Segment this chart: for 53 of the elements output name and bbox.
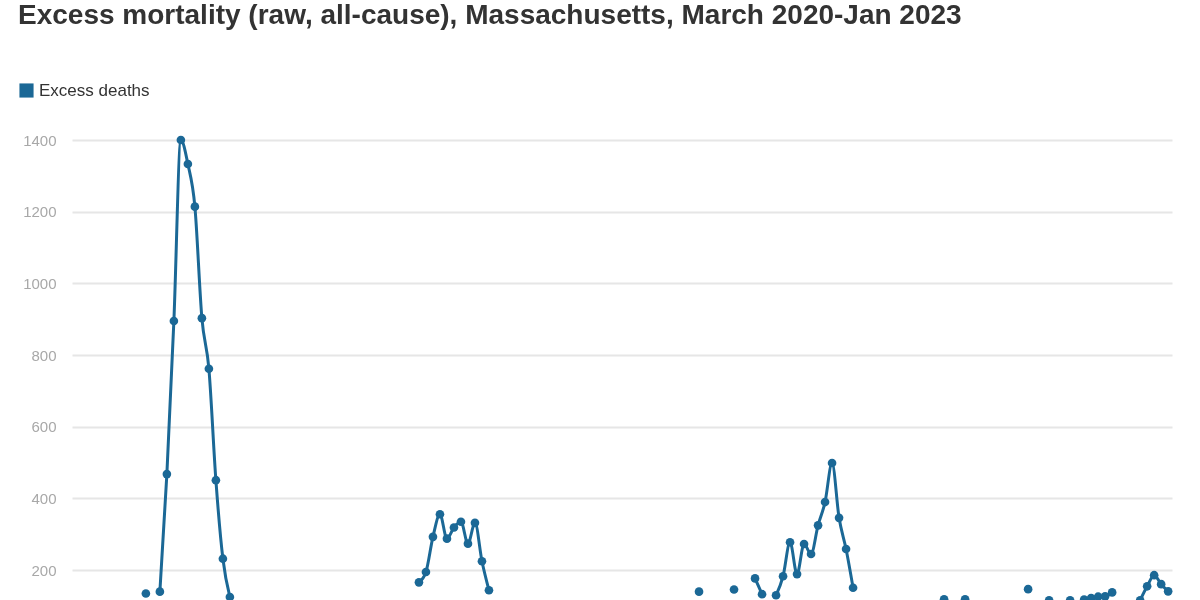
chart-title: Excess mortality (raw, all-cause), Massachusetts, March 2020-Jan 2023 — [18, 0, 962, 30]
point — [848, 583, 858, 593]
y-tick-label: 1400 — [23, 131, 57, 149]
point — [729, 585, 739, 594]
point — [456, 517, 466, 527]
point — [1156, 579, 1166, 589]
point — [183, 159, 193, 169]
point — [421, 567, 431, 577]
y-tick-label: 600 — [31, 418, 57, 436]
point — [162, 469, 172, 479]
point — [1163, 587, 1173, 596]
point — [694, 587, 704, 596]
point — [1149, 570, 1159, 580]
y-tick-label: 400 — [31, 489, 57, 507]
point — [197, 313, 207, 323]
point — [1107, 588, 1117, 597]
point — [785, 537, 795, 547]
point — [190, 202, 200, 211]
point — [211, 475, 221, 485]
point — [750, 574, 760, 583]
point — [470, 518, 480, 528]
point — [225, 592, 235, 600]
point — [1023, 584, 1033, 594]
point — [813, 521, 823, 530]
point — [757, 589, 767, 599]
point — [778, 571, 788, 581]
point — [792, 569, 802, 579]
point — [141, 589, 151, 598]
y-tick-label: 800 — [31, 346, 57, 364]
legend-label: Excess deaths — [39, 80, 150, 100]
y-tick-label: 1000 — [23, 274, 57, 292]
point — [1100, 592, 1110, 600]
point — [806, 549, 816, 559]
point — [477, 556, 487, 566]
point — [176, 135, 186, 145]
point — [169, 316, 179, 326]
point — [771, 590, 781, 600]
point — [820, 497, 830, 507]
point — [834, 513, 844, 523]
point — [428, 532, 438, 542]
y-tick-label: 200 — [31, 561, 57, 579]
point — [841, 544, 851, 554]
y-tick-label: 1200 — [23, 203, 57, 221]
point — [1142, 581, 1152, 591]
point — [155, 587, 165, 596]
point — [442, 534, 452, 543]
point — [484, 585, 494, 595]
point — [435, 509, 445, 519]
point — [218, 554, 228, 564]
point — [414, 578, 424, 587]
point — [449, 523, 459, 532]
point — [204, 364, 214, 374]
point — [463, 539, 473, 548]
